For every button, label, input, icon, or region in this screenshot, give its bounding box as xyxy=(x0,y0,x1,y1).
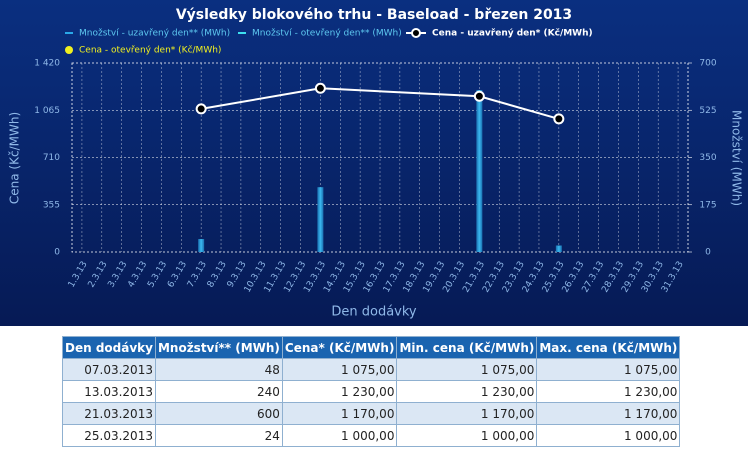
y2-tick-label: 350 xyxy=(699,153,716,163)
table-cell: 1 230,00 xyxy=(536,380,681,403)
legend-label: Množství - uzavřený den** (MWh) xyxy=(79,29,230,39)
price-point xyxy=(195,103,207,115)
bar xyxy=(476,90,483,252)
y-tick-label: 355 xyxy=(43,200,60,210)
header-cell: Min. cena (Kč/MWh) xyxy=(396,336,538,359)
table-cell: 1 075,00 xyxy=(281,358,398,381)
x-axis-title: Den dodávky xyxy=(331,305,417,320)
table-cell: 24 xyxy=(154,424,283,447)
header-cell: Den dodávky xyxy=(62,336,156,359)
table-cell: 21.03.2013 xyxy=(62,402,156,425)
table-cell: 1 170,00 xyxy=(396,402,538,425)
legend-label: Cena - otevřený den* (Kč/MWh) xyxy=(79,45,221,56)
table-cell: 1 230,00 xyxy=(281,380,398,403)
y-tick-label: 710 xyxy=(43,153,60,163)
price-line xyxy=(200,87,560,120)
bar xyxy=(555,245,562,252)
table-cell: 1 170,00 xyxy=(281,402,398,425)
y2-axis-title: Množství (MWh) xyxy=(730,110,744,206)
y2-tick-label: 175 xyxy=(699,200,716,210)
y2-tick-label: 525 xyxy=(699,106,716,116)
y2-tick-label: 700 xyxy=(699,59,716,69)
price-point xyxy=(314,82,326,94)
price-point xyxy=(553,113,565,125)
legend-marker xyxy=(411,28,421,38)
table-cell: 240 xyxy=(154,380,283,403)
table-row: 07.03.2013 48 1 075,00 1 075,00 1 075,00 xyxy=(62,358,681,381)
y-tick-label: 1 420 xyxy=(34,59,60,69)
chart-background xyxy=(0,0,748,326)
table-cell: 07.03.2013 xyxy=(62,358,156,381)
table-row: 21.03.2013 600 1 170,00 1 170,00 1 170,00 xyxy=(62,402,681,425)
chart-title: Výsledky blokového trhu - Baseload - bře… xyxy=(176,7,572,23)
y2-tick-label: 0 xyxy=(705,248,711,258)
header-cell: Max. cena (Kč/MWh) xyxy=(536,336,681,359)
results-table: Den dodávky Množství** (MWh) Cena* (Kč/MWh… xyxy=(62,336,681,447)
y-axis-title: Cena (Kč/MWh) xyxy=(8,112,22,204)
price-point xyxy=(473,90,485,102)
chart: Výsledky blokového trhu - Baseload - bře… xyxy=(0,0,748,326)
table-cell: 13.03.2013 xyxy=(62,380,156,403)
table-cell: 25.03.2013 xyxy=(62,424,156,447)
table-header: Den dodávky Množství** (MWh) Cena* (Kč/MWh… xyxy=(62,336,681,359)
table-cell: 600 xyxy=(154,402,283,425)
table-cell: 1 000,00 xyxy=(396,424,538,447)
bar xyxy=(198,239,205,252)
legend-marker xyxy=(65,46,73,54)
legend-label: Cena - uzavřený den* (Kč/MWh) xyxy=(432,28,593,39)
y-tick-label: 1 065 xyxy=(34,106,60,116)
legend-label: Množství - otevřený den** (MWh) xyxy=(252,29,402,39)
table-row: 25.03.2013 24 1 000,00 1 000,00 1 000,00 xyxy=(62,424,681,447)
table-cell: 1 230,00 xyxy=(396,380,538,403)
table-cell: 1 170,00 xyxy=(536,402,681,425)
y-tick-label: 0 xyxy=(54,248,60,258)
header-cell: Cena* (Kč/MWh) xyxy=(281,336,398,359)
table-cell: 1 075,00 xyxy=(536,358,681,381)
bar xyxy=(317,187,324,252)
table-row: 13.03.2013 240 1 230,00 1 230,00 1 230,00 xyxy=(62,380,681,403)
header-cell: Množství** (MWh) xyxy=(154,336,283,359)
table-cell: 48 xyxy=(154,358,283,381)
table-cell: 1 075,00 xyxy=(396,358,538,381)
table-cell: 1 000,00 xyxy=(536,424,681,447)
table-cell: 1 000,00 xyxy=(281,424,398,447)
